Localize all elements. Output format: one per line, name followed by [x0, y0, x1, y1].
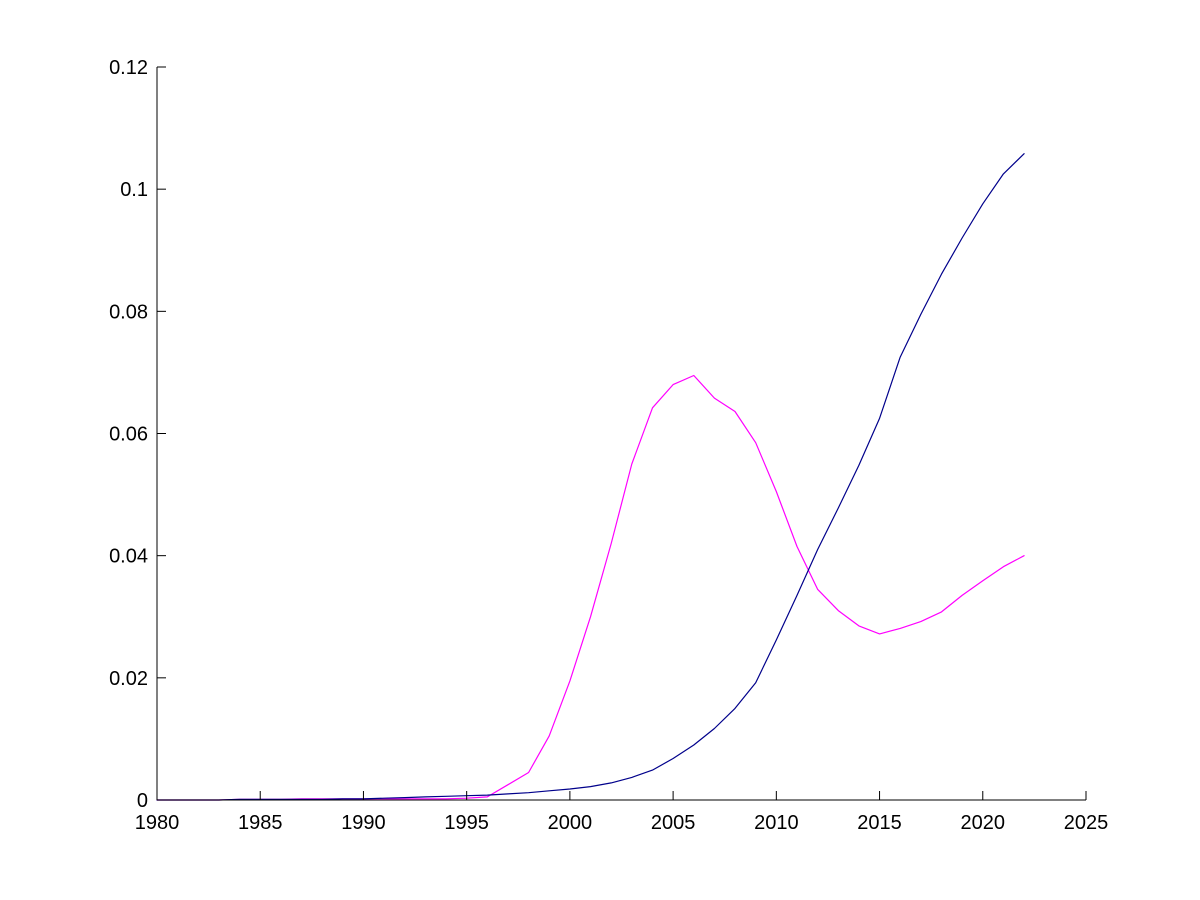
- y-tick-label: 0.12: [109, 57, 148, 79]
- y-tick-label: 0.08: [109, 301, 148, 323]
- x-tick-label: 2000: [548, 812, 593, 834]
- x-tick-label: 2010: [754, 812, 799, 834]
- blue-series-line: [156, 153, 1025, 801]
- y-tick-label: 0.06: [109, 424, 148, 446]
- x-tick-label: 1985: [238, 812, 283, 834]
- x-tick-label: 2025: [1064, 812, 1109, 834]
- x-tick-label: 1995: [444, 812, 489, 834]
- y-tick-label: 0.1: [120, 179, 148, 201]
- y-tick-label: 0.02: [109, 668, 148, 690]
- x-tick-label: 1990: [341, 812, 386, 834]
- y-tick-label: 0: [137, 790, 148, 812]
- magenta-series-line: [156, 374, 1025, 801]
- x-tick-label: 2020: [961, 812, 1006, 834]
- x-tick-label: 2005: [651, 812, 696, 834]
- y-tick-label: 0.04: [109, 546, 148, 568]
- x-tick-label: 1980: [135, 812, 180, 834]
- x-tick-label: 2015: [857, 812, 902, 834]
